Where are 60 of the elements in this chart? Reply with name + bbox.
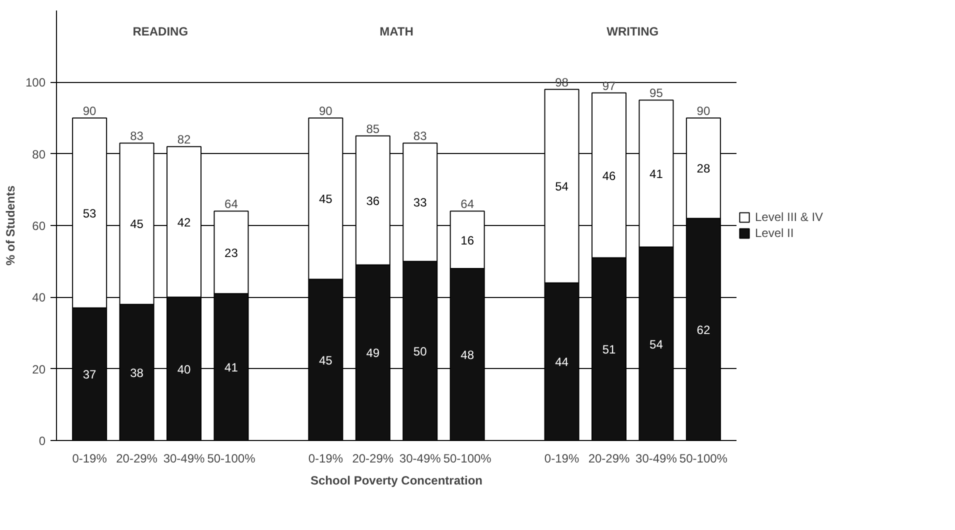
- total-label: 64: [460, 197, 474, 212]
- data-label: 44: [555, 355, 569, 370]
- x-tick-label: 20-29%: [116, 452, 158, 466]
- annotation: MATH: [380, 24, 414, 38]
- x-tick-label: 0-19%: [72, 452, 108, 466]
- x-tick-label: 50-100%: [679, 452, 728, 466]
- legend-label: Level II: [755, 226, 794, 240]
- data-label: 62: [696, 322, 710, 337]
- total-label: 95: [650, 86, 664, 100]
- data-label: 45: [130, 217, 144, 232]
- data-label: 53: [82, 206, 97, 220]
- x-tick-label: 0-19%: [544, 452, 580, 466]
- x-axis-title: School Poverty Concentration: [310, 474, 483, 488]
- y-axis-title: % of Students: [3, 185, 18, 266]
- x-tick-label: 50-100%: [207, 452, 256, 466]
- data-label: 37: [82, 368, 97, 382]
- data-label: 48: [460, 348, 474, 362]
- data-label: 49: [366, 346, 380, 360]
- data-label: 23: [224, 246, 238, 260]
- x-tick-label: 30-49%: [399, 452, 442, 466]
- y-tick-label: 0: [38, 434, 46, 448]
- data-label: 46: [602, 168, 616, 183]
- x-tick-label: 30-49%: [636, 452, 678, 466]
- annotation: WRITING: [606, 24, 659, 38]
- x-tick-label: 20-29%: [588, 452, 630, 466]
- data-label: 50: [413, 344, 428, 358]
- total-label: 85: [366, 122, 380, 136]
- data-label: 54: [650, 337, 664, 352]
- total-label: 83: [130, 129, 144, 144]
- data-label: 16: [460, 233, 474, 248]
- total-label: 90: [82, 104, 97, 118]
- total-label: 82: [177, 132, 191, 147]
- x-tick-label: 30-49%: [163, 452, 206, 466]
- data-label: 33: [413, 196, 428, 210]
- y-tick-label: 40: [32, 290, 46, 305]
- y-tick-label: 80: [32, 147, 46, 162]
- y-tick-label: 100: [25, 76, 46, 90]
- x-tick-label: 50-100%: [443, 452, 492, 466]
- data-label: 41: [650, 167, 664, 182]
- data-label: 36: [366, 194, 380, 208]
- data-label: 45: [318, 192, 333, 206]
- total-label: 64: [224, 197, 238, 212]
- y-tick-label: 60: [32, 219, 46, 233]
- legend-label: Level III & IV: [755, 210, 824, 224]
- data-label: 51: [602, 342, 616, 357]
- total-label: 90: [696, 104, 710, 118]
- annotation: READING: [132, 24, 188, 38]
- y-tick-label: 20: [32, 362, 46, 376]
- data-label: 54: [555, 180, 569, 194]
- data-label: 41: [224, 360, 238, 375]
- data-label: 28: [696, 162, 710, 176]
- total-label: 83: [413, 129, 428, 144]
- data-label: 45: [318, 353, 333, 368]
- x-tick-label: 20-29%: [352, 452, 394, 466]
- data-label: 38: [130, 366, 144, 380]
- total-label: 90: [318, 104, 333, 118]
- data-label: 40: [177, 362, 191, 376]
- total-label: 97: [602, 78, 616, 93]
- x-tick-label: 0-19%: [308, 452, 344, 466]
- data-label: 42: [177, 215, 191, 230]
